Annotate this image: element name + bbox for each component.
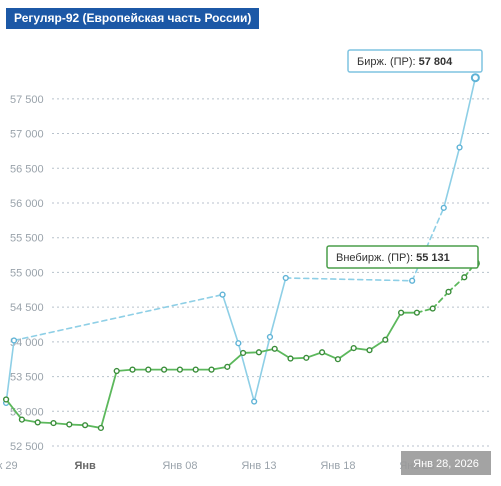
otc-data-point — [366, 347, 373, 354]
otc-series-segment — [431, 290, 450, 310]
otc-data-point — [145, 366, 152, 373]
otc-data-point — [34, 419, 41, 426]
otc-data-point — [271, 345, 278, 352]
otc-callout-value: 55 131 — [416, 252, 450, 264]
y-tick-label: 55 000 — [10, 267, 44, 279]
otc-data-point — [413, 309, 421, 316]
otc-series-segment — [384, 311, 403, 341]
exchange-series-segment — [13, 293, 224, 342]
otc-data-point — [303, 354, 310, 361]
otc-series-segment — [368, 338, 387, 352]
x-tick-label: Янв 13 — [241, 460, 276, 472]
x-tick-label: Янв 18 — [320, 460, 355, 472]
otc-data-point — [287, 355, 294, 362]
exchange-series-segment — [5, 339, 15, 404]
otc-data-point — [18, 416, 26, 423]
exchange-series-segment — [253, 336, 271, 403]
y-tick-label: 57 500 — [10, 94, 44, 106]
exchange-data-point — [266, 333, 274, 341]
otc-data-point — [176, 366, 184, 373]
otc-data-point — [50, 419, 57, 427]
y-tick-label: 53 500 — [10, 372, 44, 384]
otc-data-point — [334, 356, 342, 363]
exchange-callout-value: 57 804 — [419, 56, 454, 68]
crosshair-date-box — [401, 451, 491, 475]
otc-data-point — [429, 305, 436, 312]
crosshair-date-label: Янв 28, 2026 — [413, 458, 479, 470]
otc-data-point — [382, 336, 389, 343]
y-tick-label: 55 500 — [10, 233, 44, 245]
chart-title-badge: Регуляр-92 (Европейская часть России) — [6, 8, 260, 29]
otc-data-point — [2, 396, 10, 403]
exchange-data-point — [235, 340, 242, 347]
exchange-data-point — [10, 337, 18, 344]
otc-callout-text: Внебирж. (ПР): 55 131 — [336, 252, 450, 264]
exchange-series-segment — [221, 293, 240, 345]
x-tick-label: ек 29 — [0, 460, 18, 472]
exchange-data-point — [440, 204, 447, 211]
otc-data-point — [97, 424, 105, 432]
exchange-series-segment — [458, 76, 477, 149]
otc-data-point — [461, 274, 468, 281]
exchange-series-segment — [269, 277, 287, 338]
exchange-data-point — [456, 144, 463, 151]
otc-data-point — [208, 366, 215, 373]
exchange-data-point — [251, 398, 258, 405]
otc-data-point — [255, 349, 263, 356]
y-tick-label: 56 500 — [10, 163, 44, 175]
otc-series-segment — [447, 276, 466, 293]
exchange-data-point — [409, 277, 416, 284]
otc-data-point — [240, 349, 247, 357]
otc-series-segment — [5, 398, 23, 421]
x-tick-label: Янв — [74, 460, 96, 472]
otc-data-point — [129, 366, 136, 373]
otc-data-point — [66, 421, 73, 428]
otc-data-point — [161, 366, 168, 373]
exchange-series-segment — [284, 277, 413, 282]
otc-data-point — [398, 309, 405, 316]
otc-data-point — [81, 422, 89, 429]
exchange-data-point — [470, 73, 480, 83]
otc-series-segment — [100, 370, 118, 429]
exchange-series-segment — [411, 207, 445, 282]
exchange-callout-series-name: Бирж. (ПР): — [357, 56, 419, 68]
y-tick-label: 56 000 — [10, 198, 44, 210]
otc-callout-box — [326, 245, 479, 269]
x-tick-label: Янв 08 — [162, 460, 197, 472]
exchange-data-point — [219, 291, 226, 298]
exchange-callout-box — [347, 49, 483, 73]
y-tick-label: 52 500 — [10, 441, 44, 453]
otc-data-point — [224, 363, 231, 370]
y-tick-label: 54 500 — [10, 302, 44, 314]
exchange-series-segment — [442, 146, 461, 209]
otc-data-point — [445, 288, 452, 295]
otc-callout-series-name: Внебирж. (ПР): — [336, 252, 416, 264]
otc-series-segment — [226, 352, 245, 368]
otc-data-point — [113, 367, 120, 375]
otc-data-point — [350, 344, 357, 352]
otc-data-point — [319, 349, 326, 356]
exchange-data-point — [282, 274, 289, 282]
otc-series-segment — [336, 347, 355, 361]
otc-data-point — [192, 366, 199, 373]
y-tick-label: 57 000 — [10, 129, 44, 141]
exchange-callout-text: Бирж. (ПР): 57 804 — [357, 56, 453, 68]
